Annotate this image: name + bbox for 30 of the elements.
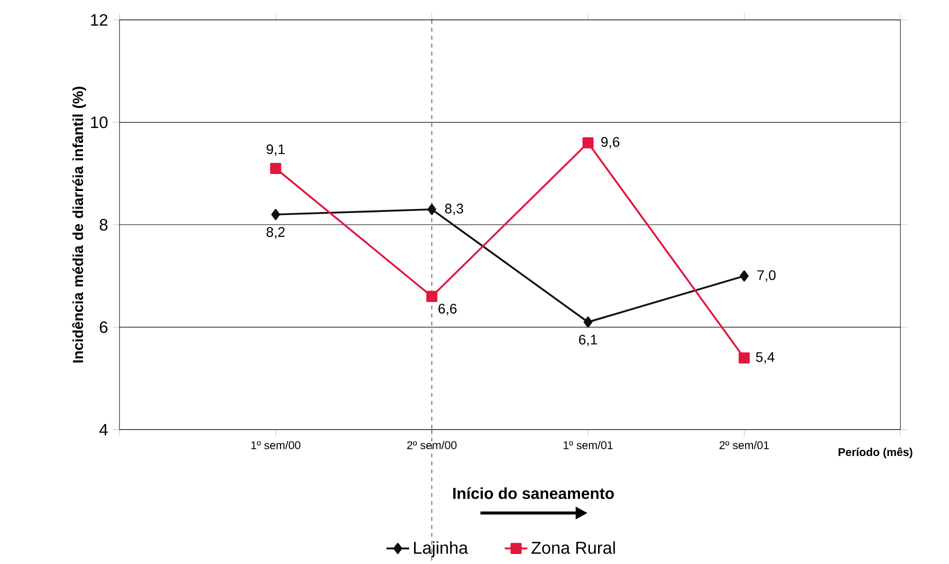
point	[426, 291, 438, 302]
point	[740, 270, 749, 282]
y-tick-label: 6	[100, 322, 108, 334]
data-label: 7,0	[758, 270, 776, 282]
x-axis-title: Período (mês)	[838, 448, 912, 458]
data-label: 5,4	[756, 352, 774, 364]
data-label: 9,6	[601, 137, 620, 149]
legend-label: Zona Rural	[531, 541, 615, 554]
point	[270, 163, 282, 174]
y-axis-title: Incidência média de diarréia infantil (%)	[72, 86, 86, 363]
y-tick-label: 8	[100, 219, 108, 231]
text: Início do saneamento	[453, 487, 614, 500]
legend-label: Lajinha	[414, 541, 468, 558]
x-tick-label: 1º sem/00	[251, 441, 300, 450]
data-label: 8,2	[266, 227, 285, 239]
y-tick-label: 4	[99, 424, 108, 436]
data-label: 6,1	[579, 334, 597, 346]
data-label: 8,3	[445, 204, 464, 216]
data-label: 6,6	[438, 304, 457, 316]
point	[738, 352, 750, 364]
y-tick-label: 10	[91, 116, 108, 128]
point	[427, 204, 436, 216]
data-label: 9,1	[266, 144, 285, 156]
x-tick-label: 2º sem/01	[720, 441, 769, 450]
x-tick-label: 2º sem/00	[407, 441, 457, 450]
point	[582, 137, 594, 149]
point	[584, 316, 592, 328]
y-tick-label: 12	[91, 14, 108, 26]
point	[271, 209, 280, 220]
x-tick-label: 1º sem/01	[564, 441, 613, 450]
